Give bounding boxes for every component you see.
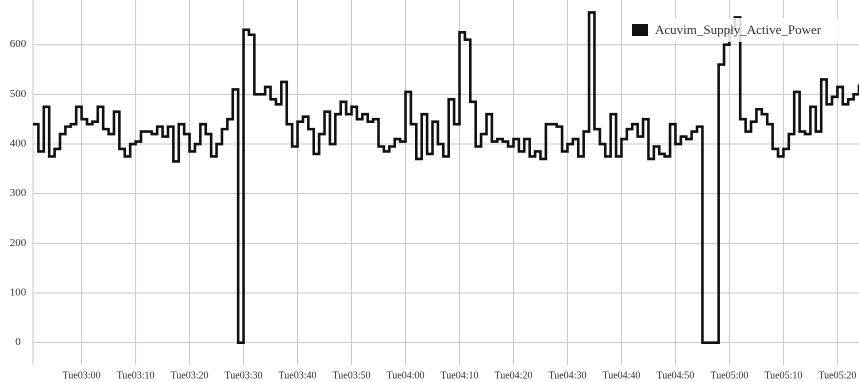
x-tick-label: Tue05:00 <box>710 370 748 381</box>
x-tick-label: Tue04:30 <box>548 370 586 381</box>
legend-background <box>625 18 859 42</box>
x-tick-label: Tue05:20 <box>818 370 856 381</box>
y-tick-label: 400 <box>10 138 27 150</box>
x-tick-label: Tue03:40 <box>279 370 317 381</box>
y-tick-label: 600 <box>10 38 27 50</box>
y-tick-label: 0 <box>15 336 21 348</box>
x-tick-label: Tue03:10 <box>117 370 155 381</box>
y-tick-label: 500 <box>10 88 27 100</box>
legend-label: Acuvim_Supply_Active_Power <box>655 22 822 37</box>
y-tick-label: 100 <box>10 287 27 299</box>
x-tick-label: Tue03:50 <box>333 370 371 381</box>
x-tick-label: Tue04:00 <box>387 370 425 381</box>
data-line <box>33 11 859 344</box>
x-tick-label: Tue03:00 <box>63 370 101 381</box>
x-tick-label: Tue03:30 <box>225 370 263 381</box>
y-tick-label: 300 <box>10 187 27 199</box>
legend: Acuvim_Supply_Active_Power <box>625 18 859 42</box>
x-tick-label: Tue04:40 <box>602 370 640 381</box>
y-tick-label: 200 <box>10 237 27 249</box>
legend-swatch <box>632 24 648 36</box>
x-tick-label: Tue03:20 <box>171 370 209 381</box>
x-tick-label: Tue05:10 <box>764 370 802 381</box>
x-tick-label: Tue04:10 <box>441 370 479 381</box>
x-tick-label: Tue04:20 <box>494 370 532 381</box>
x-tick-label: Tue04:50 <box>656 370 694 381</box>
